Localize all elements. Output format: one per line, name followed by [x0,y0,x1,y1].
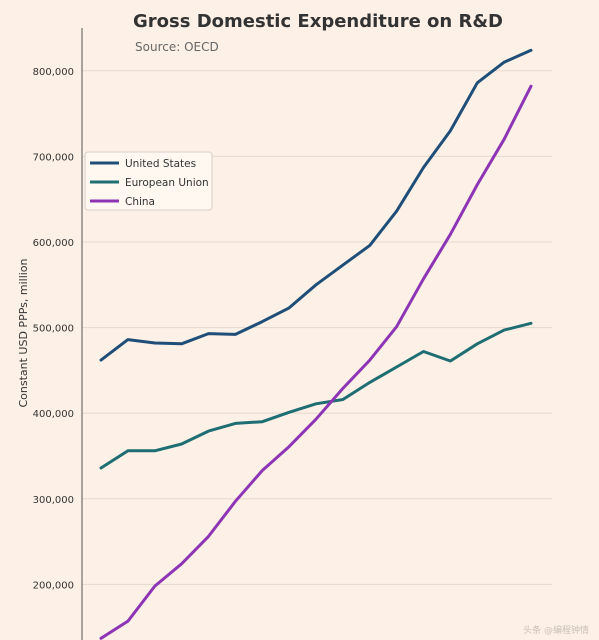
y-tick-label: 300,000 [33,495,74,506]
series-line-european-union [99,321,533,470]
series-line-china [99,84,533,640]
y-tick-label: 200,000 [33,580,74,591]
legend-label: China [125,196,155,208]
y-tick-label: 700,000 [33,152,74,163]
legend: United States European Union China [84,151,213,211]
y-tick-label: 600,000 [33,238,74,249]
y-tick-label: 800,000 [33,67,74,78]
legend-label: United States [125,158,196,170]
series-line-united-states [99,48,533,362]
series-lines [99,48,533,640]
grid-lines [82,70,552,585]
y-tick-labels: 200,000 300,000 400,000 500,000 600,000 700,0… [33,67,74,592]
legend-box [84,151,213,211]
chart-title: Gross Domestic Expenditure on R&D [133,11,503,32]
watermark: 头条 @编程钟情 [523,626,589,636]
y-tick-label: 400,000 [33,409,74,420]
y-axis-label: Constant USD PPPs, million [17,258,30,407]
chart-subtitle: Source: OECD [135,40,219,54]
y-tick-label: 500,000 [33,324,74,335]
legend-label: European Union [125,177,209,189]
